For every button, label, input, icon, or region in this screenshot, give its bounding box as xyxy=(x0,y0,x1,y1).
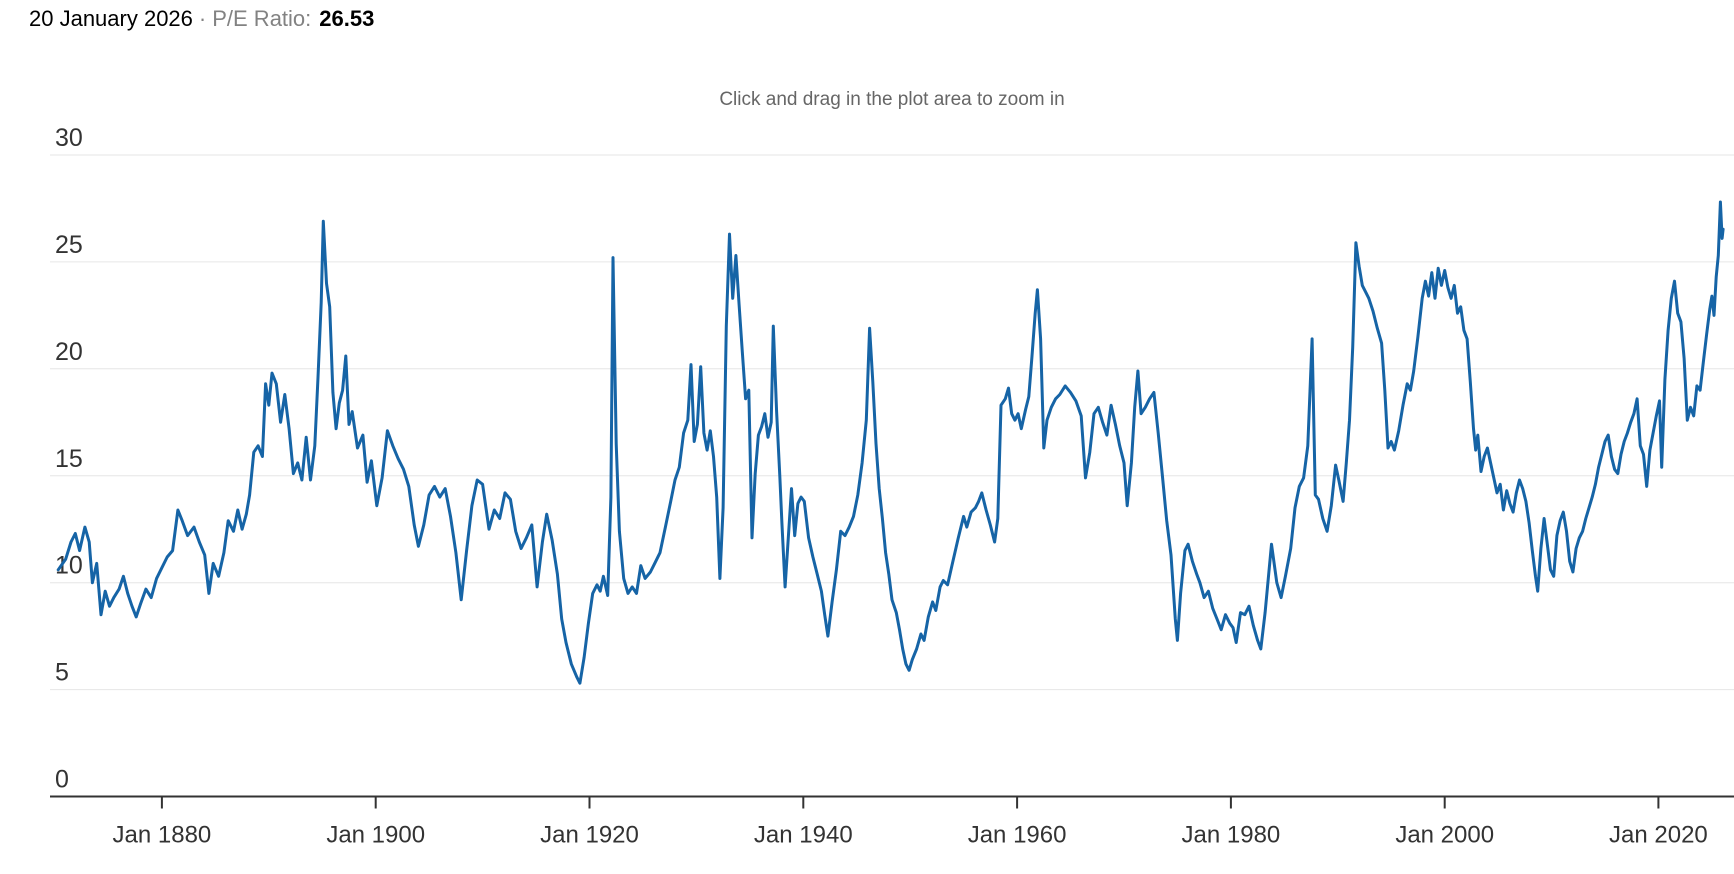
x-axis-label: Jan 1920 xyxy=(540,822,639,849)
y-axis-label: 20 xyxy=(55,338,83,366)
x-axis-label: Jan 1880 xyxy=(113,822,212,849)
x-axis-label: Jan 2000 xyxy=(1395,822,1494,849)
y-axis-label: 5 xyxy=(55,659,69,687)
y-axis-label: 15 xyxy=(55,445,83,473)
y-axis-label: 25 xyxy=(55,231,83,259)
x-axis-label: Jan 2020 xyxy=(1609,822,1708,849)
plot-area[interactable] xyxy=(50,120,1734,797)
metric-value: 26.53 xyxy=(319,6,375,31)
pe-ratio-line xyxy=(56,200,1725,685)
chart-subtitle: Click and drag in the plot area to zoom … xyxy=(719,89,1065,110)
metric-label: P/E Ratio: xyxy=(212,6,312,31)
current-reading: 20 January 2026 · P/E Ratio: 26.53 xyxy=(29,3,374,35)
x-axis-label: Jan 1960 xyxy=(968,822,1067,849)
current-date: 20 January 2026 xyxy=(29,6,193,31)
separator-dot: · xyxy=(198,6,207,31)
y-axis-label: 0 xyxy=(55,766,69,794)
x-axis-label: Jan 1940 xyxy=(754,822,853,849)
x-axis-label: Jan 1900 xyxy=(326,822,425,849)
x-axis-label: Jan 1980 xyxy=(1182,822,1281,849)
y-axis-label: 30 xyxy=(55,124,83,152)
